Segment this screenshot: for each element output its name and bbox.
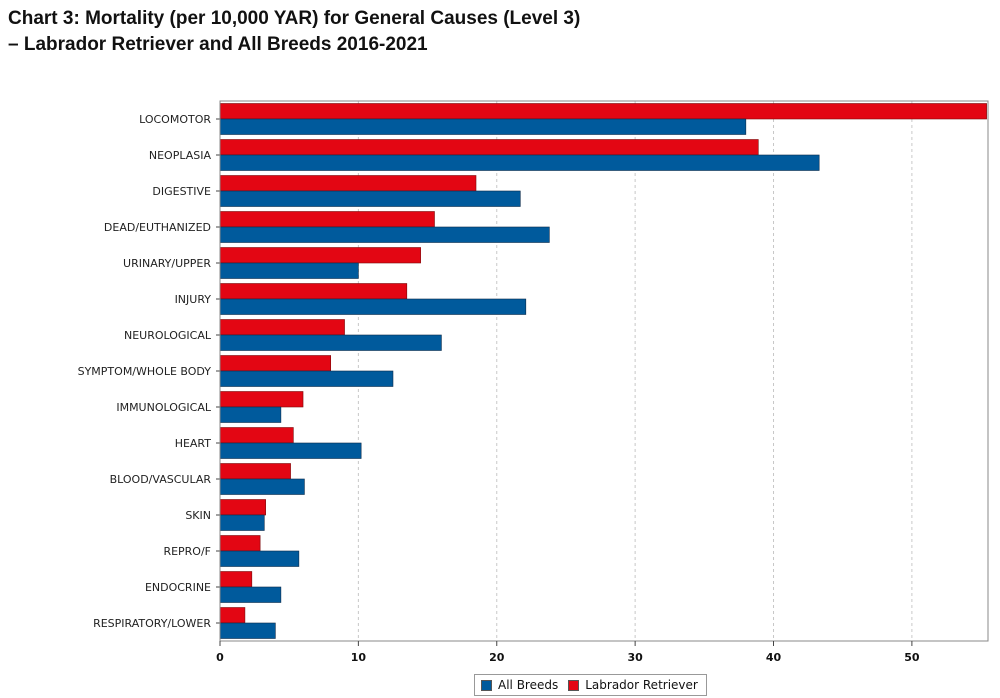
bar-labrador-respiratory-lower xyxy=(219,607,246,624)
category-label-injury: INJURY xyxy=(175,293,212,306)
category-label-skin: SKIN xyxy=(185,509,211,522)
x-tick-label-40: 40 xyxy=(766,651,782,664)
category-label-dead-euthanized: DEAD/EUTHANIZED xyxy=(104,221,211,234)
bar-labrador-injury xyxy=(219,283,408,300)
bar-labrador-digestive xyxy=(219,175,477,192)
legend-item-all-breeds: All Breeds xyxy=(481,678,558,692)
x-tick-label-0: 0 xyxy=(216,651,224,664)
bar-all-breeds-neurological xyxy=(219,334,442,351)
category-label-blood-vascular: BLOOD/VASCULAR xyxy=(110,473,212,486)
bar-labrador-neoplasia xyxy=(219,139,759,156)
x-tick-label-30: 30 xyxy=(627,651,643,664)
legend-swatch-labrador xyxy=(568,679,580,691)
bar-labrador-symptom-whole-body xyxy=(219,355,332,372)
legend-label-all-breeds: All Breeds xyxy=(498,678,559,692)
bar-labrador-urinary-upper xyxy=(219,247,421,264)
bar-labrador-dead-euthanized xyxy=(219,211,435,228)
bar-all-breeds-locomotor xyxy=(219,118,747,135)
legend-swatch-all-breeds xyxy=(481,679,492,691)
bar-all-breeds-respiratory-lower xyxy=(219,622,276,639)
chart-title-line-2: – Labrador Retriever and All Breeds 2016… xyxy=(8,34,428,55)
category-label-immunological: IMMUNOLOGICAL xyxy=(116,401,212,414)
bar-labrador-neurological xyxy=(219,319,345,336)
bar-all-breeds-blood-vascular xyxy=(219,478,305,495)
bar-all-breeds-immunological xyxy=(219,406,282,423)
bar-all-breeds-skin xyxy=(219,514,265,531)
category-label-endocrine: ENDOCRINE xyxy=(145,581,211,594)
plot-border xyxy=(219,100,989,642)
bar-labrador-locomotor xyxy=(219,103,987,120)
category-label-neoplasia: NEOPLASIA xyxy=(149,149,212,162)
category-label-neurological: NEUROLOGICAL xyxy=(124,329,212,342)
bar-all-breeds-symptom-whole-body xyxy=(219,370,394,387)
category-label-digestive: DIGESTIVE xyxy=(152,185,211,198)
x-tick-label-20: 20 xyxy=(489,651,505,664)
legend-item-labrador: Labrador Retriever xyxy=(568,678,698,692)
bar-all-breeds-repro-f xyxy=(219,550,300,567)
x-tick-label-50: 50 xyxy=(904,651,920,664)
legend-label-labrador: Labrador Retriever xyxy=(585,678,698,692)
category-label-respiratory-lower: RESPIRATORY/LOWER xyxy=(93,617,211,630)
category-label-symptom-whole-body: SYMPTOM/WHOLE BODY xyxy=(78,365,212,378)
bar-labrador-repro-f xyxy=(219,535,261,552)
chart-legend: All Breeds Labrador Retriever xyxy=(474,674,707,696)
chart-title: Chart 3: Mortality (per 10,000 YAR) for … xyxy=(8,6,580,58)
category-label-locomotor: LOCOMOTOR xyxy=(139,113,211,126)
bar-all-breeds-neoplasia xyxy=(219,154,820,171)
bar-labrador-skin xyxy=(219,499,266,516)
bar-labrador-blood-vascular xyxy=(219,463,291,480)
chart-title-line-1: Chart 3: Mortality (per 10,000 YAR) for … xyxy=(8,8,581,29)
category-label-repro-f: REPRO/F xyxy=(163,545,211,558)
bar-labrador-heart xyxy=(219,427,294,444)
bar-labrador-endocrine xyxy=(219,571,253,588)
bar-all-breeds-endocrine xyxy=(219,586,282,603)
bar-all-breeds-urinary-upper xyxy=(219,262,359,279)
bar-all-breeds-dead-euthanized xyxy=(219,226,550,243)
x-tick-label-10: 10 xyxy=(351,651,367,664)
bar-all-breeds-injury xyxy=(219,298,527,315)
bar-all-breeds-heart xyxy=(219,442,362,459)
bar-labrador-immunological xyxy=(219,391,304,408)
category-label-heart: HEART xyxy=(175,437,212,450)
category-label-urinary-upper: URINARY/UPPER xyxy=(123,257,211,270)
bar-all-breeds-digestive xyxy=(219,190,521,207)
